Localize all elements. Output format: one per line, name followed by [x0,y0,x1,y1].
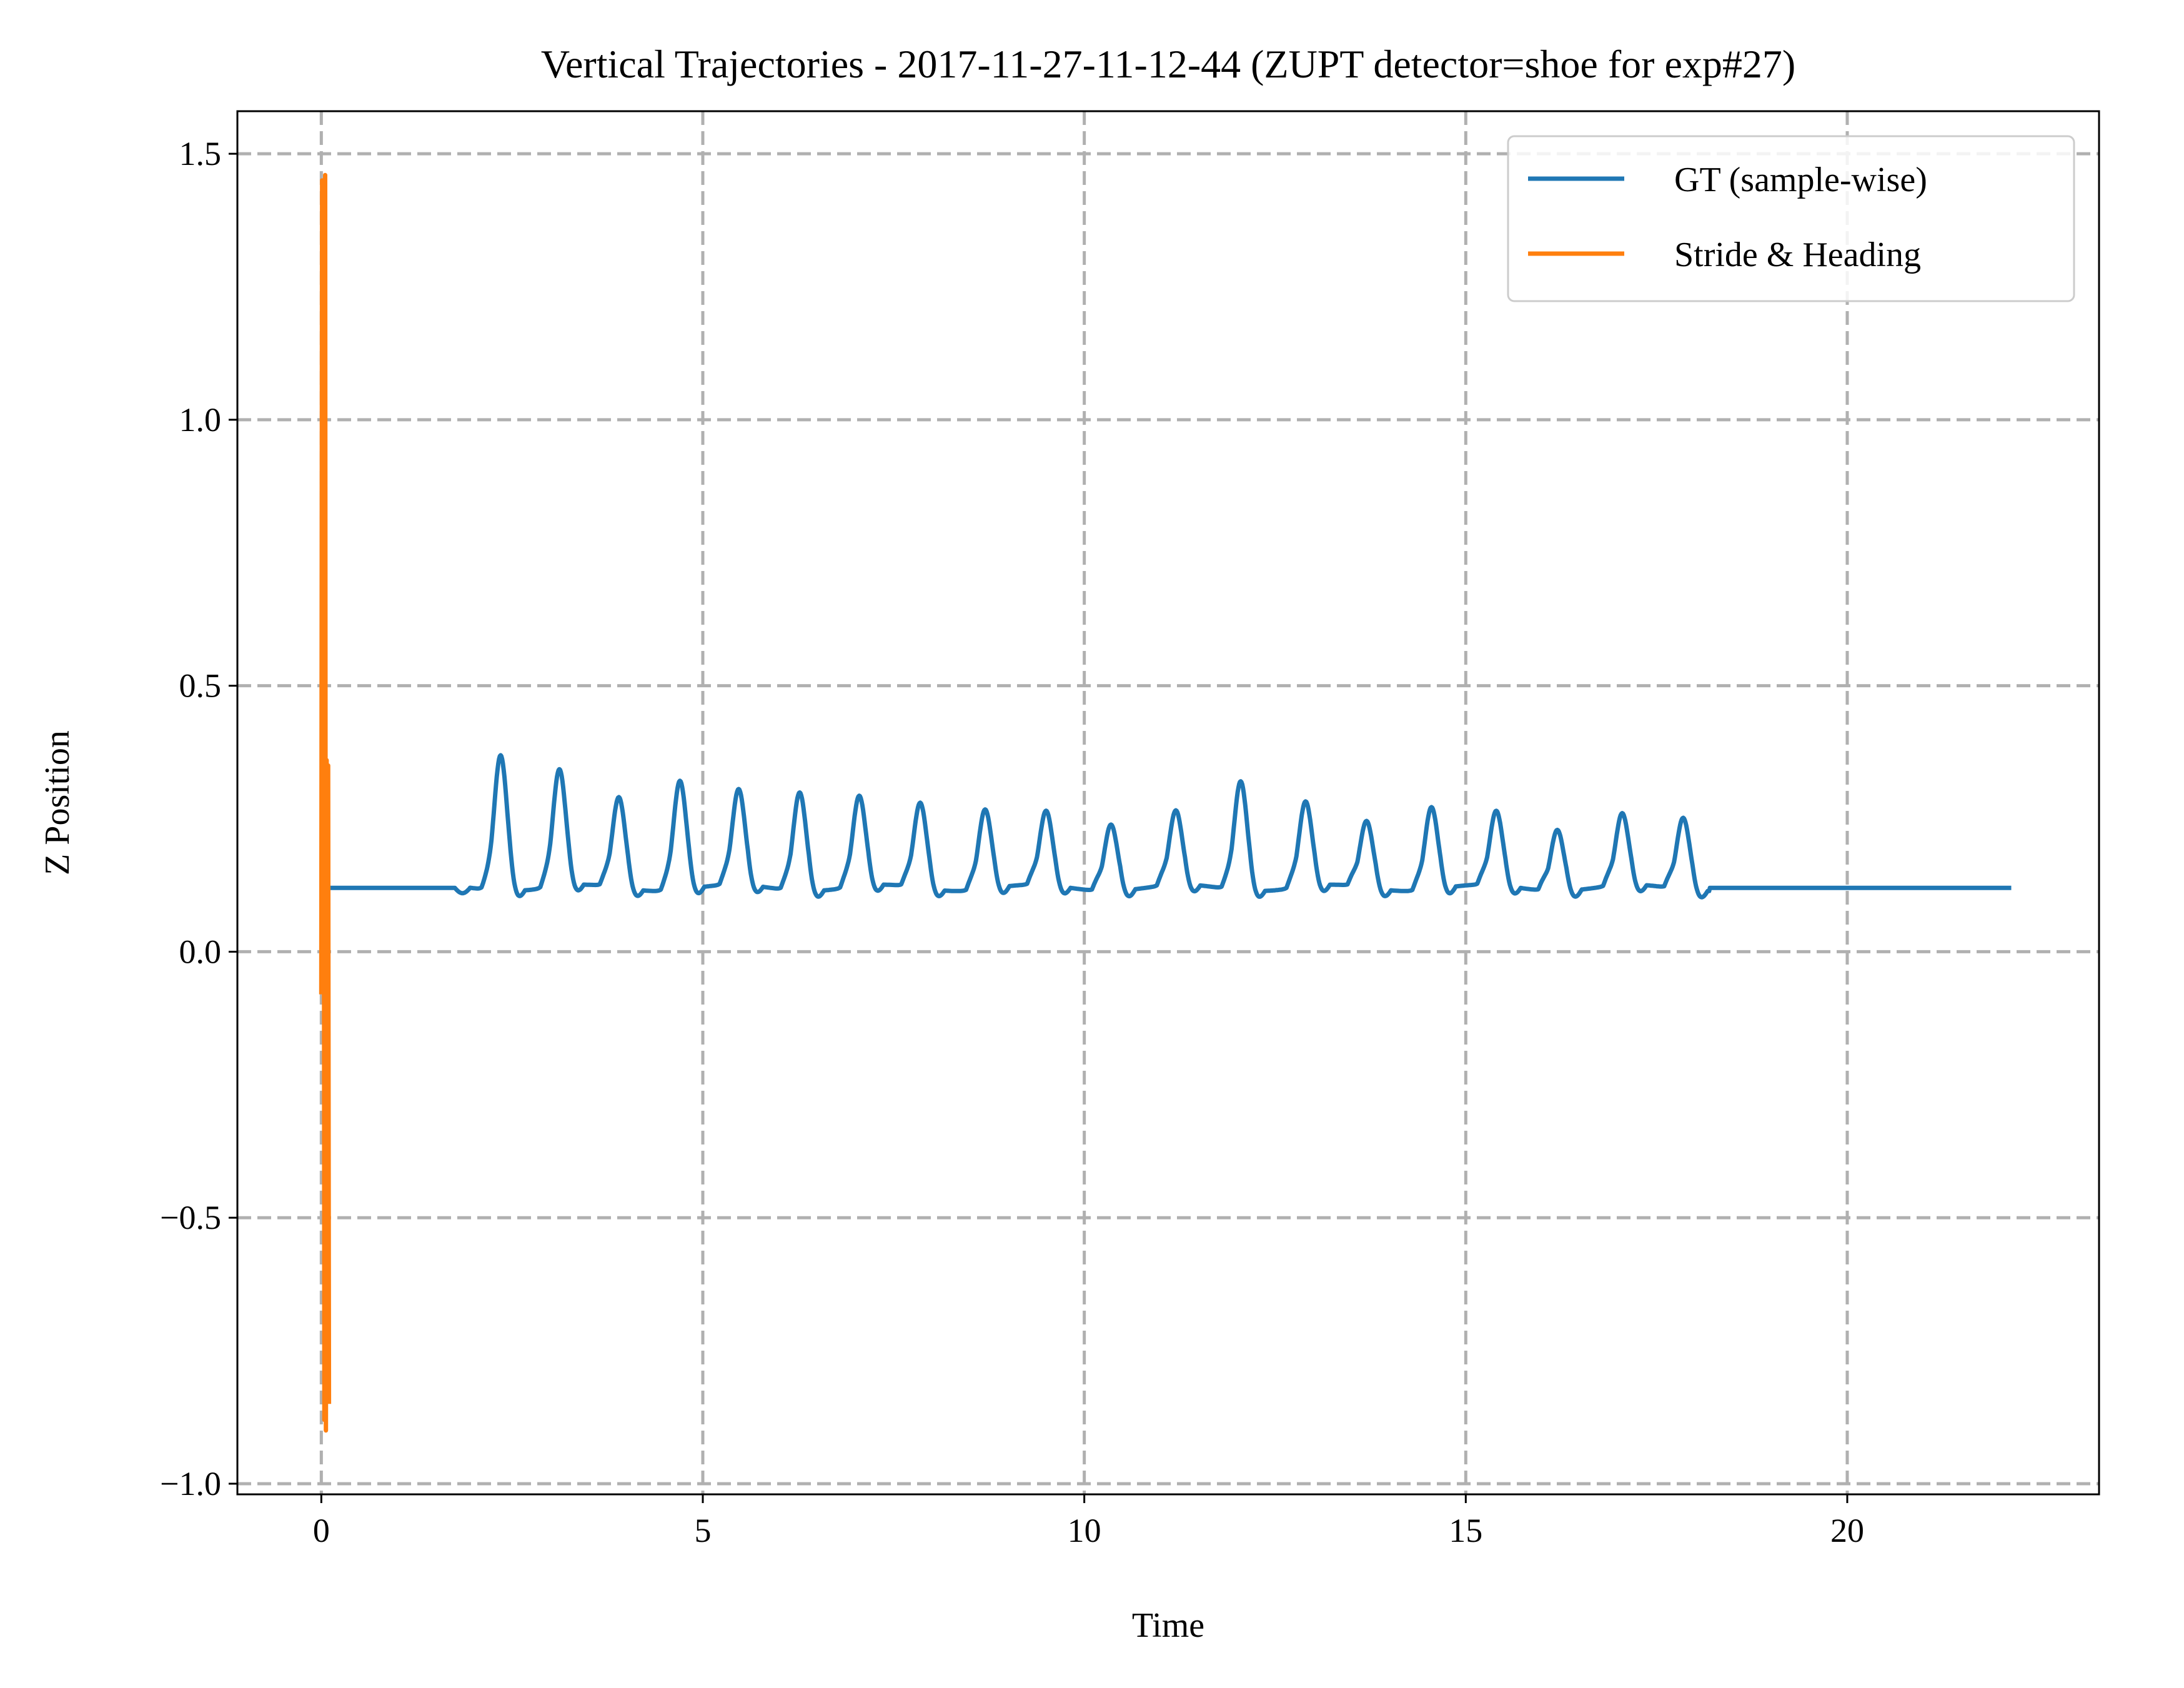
x-tick-label: 0 [313,1512,330,1549]
x-tick-label: 15 [1449,1512,1482,1549]
series-layer [319,172,2013,1433]
legend-label-gt: GT (sample-wise) [1674,161,1927,199]
plot-frame [236,110,2100,1496]
y-tick-label: 1.0 [179,401,222,439]
y-tick-label: −1.0 [160,1465,221,1502]
legend-box [1507,135,2075,302]
x-axis-label: Time [1132,1606,1204,1645]
x-tick-label: 5 [695,1512,712,1549]
y-tick-label: 0.5 [179,667,222,705]
y-axis-label: Z Position [38,730,77,875]
y-tick-label: 1.5 [179,135,222,172]
tick-layer: 0 5 10 15 20 −1.0 −0.5 0.0 0.5 1.0 1.5 [160,135,1864,1549]
series-line-gt [324,753,2013,900]
y-tick-label: 0.0 [179,933,222,970]
series-line-stride-heading [319,172,332,1433]
y-tick-label: −0.5 [160,1199,221,1236]
legend: GT (sample-wise) Stride & Heading [1507,135,2075,302]
x-tick-label: 20 [1830,1512,1864,1549]
legend-label-stride-heading: Stride & Heading [1674,236,1921,274]
chart-title: Vertical Trajectories - 2017-11-27-11-12… [541,42,1795,86]
x-tick-label: 10 [1068,1512,1101,1549]
